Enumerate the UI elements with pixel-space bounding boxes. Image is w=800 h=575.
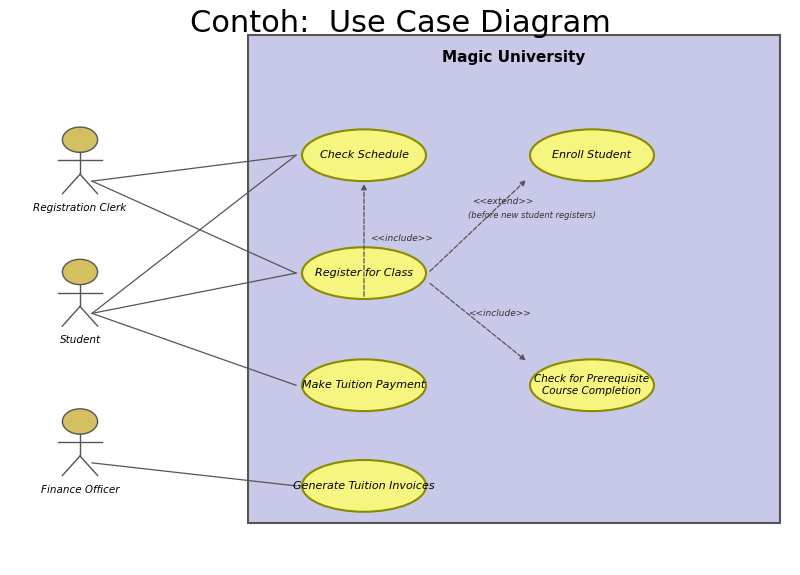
Text: <<include>>: <<include>> [468, 309, 530, 318]
Text: Finance Officer: Finance Officer [41, 485, 119, 494]
Text: <<extend>>: <<extend>> [472, 197, 534, 206]
Text: Make Tuition Payment: Make Tuition Payment [302, 380, 426, 390]
Ellipse shape [302, 460, 426, 512]
Ellipse shape [302, 247, 426, 299]
Text: Student: Student [59, 335, 101, 345]
Text: Register for Class: Register for Class [315, 268, 413, 278]
Ellipse shape [302, 129, 426, 181]
FancyBboxPatch shape [248, 34, 780, 523]
Text: Enroll Student: Enroll Student [553, 150, 631, 160]
Circle shape [62, 409, 98, 434]
Ellipse shape [530, 359, 654, 411]
Circle shape [62, 127, 98, 152]
Text: Registration Clerk: Registration Clerk [34, 203, 126, 213]
Circle shape [62, 259, 98, 285]
Ellipse shape [530, 129, 654, 181]
Text: Contoh:  Use Case Diagram: Contoh: Use Case Diagram [190, 9, 610, 37]
Text: <<include>>: <<include>> [370, 234, 432, 243]
Text: Check for Prerequisite
Course Completion: Check for Prerequisite Course Completion [534, 374, 650, 396]
Text: (before new student registers): (before new student registers) [468, 211, 596, 220]
Text: Generate Tuition Invoices: Generate Tuition Invoices [293, 481, 435, 491]
Ellipse shape [302, 359, 426, 411]
Text: Magic University: Magic University [442, 50, 586, 65]
Text: Check Schedule: Check Schedule [319, 150, 409, 160]
